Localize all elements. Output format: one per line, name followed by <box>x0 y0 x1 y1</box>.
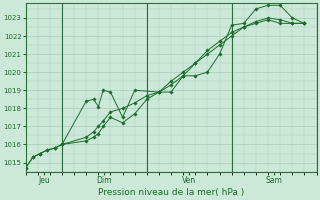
X-axis label: Pression niveau de la mer( hPa ): Pression niveau de la mer( hPa ) <box>98 188 244 197</box>
